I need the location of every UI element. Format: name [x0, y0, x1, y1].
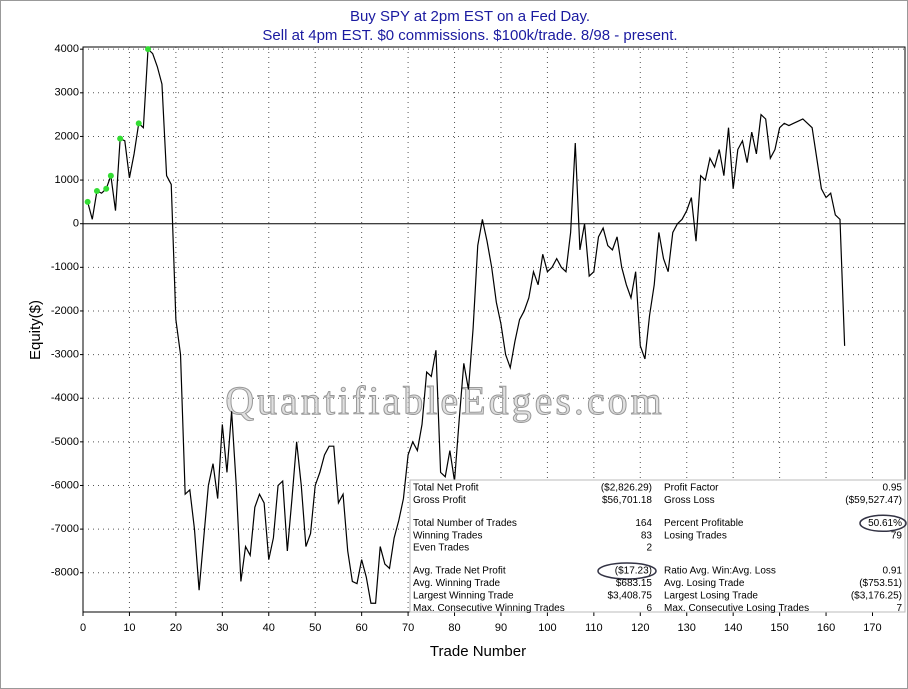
- x-tick-label: 30: [216, 622, 228, 634]
- y-tick-label: -4000: [51, 392, 79, 404]
- stats-cell: $3,408.75: [608, 590, 653, 601]
- stats-cell: Total Net Profit: [413, 483, 479, 494]
- stats-cell: Ratio Avg. Win:Avg. Loss: [664, 566, 776, 577]
- stats-cell: ($59,527.47): [845, 495, 902, 506]
- y-tick-label: 4000: [55, 43, 79, 55]
- y-tick-label: -8000: [51, 567, 79, 579]
- x-tick-label: 0: [80, 622, 86, 634]
- stats-cell: 164: [635, 518, 652, 529]
- stats-cell: Losing Trades: [664, 530, 727, 541]
- x-tick-label: 70: [402, 622, 414, 634]
- x-tick-label: 80: [448, 622, 460, 634]
- x-axis-label: Trade Number: [430, 643, 526, 660]
- stats-cell: ($2,826.29): [601, 483, 652, 494]
- stats-cell: $683.15: [616, 578, 653, 589]
- x-tick-label: 90: [495, 622, 507, 634]
- stats-cell: 0.91: [883, 566, 903, 577]
- x-tick-label: 130: [678, 622, 696, 634]
- stats-cell: 7: [896, 603, 902, 614]
- x-tick-label: 60: [356, 622, 368, 634]
- y-tick-label: 2000: [55, 130, 79, 142]
- stats-cell: 2: [646, 543, 652, 554]
- x-tick-label: 100: [538, 622, 556, 634]
- stats-cell: Even Trades: [413, 543, 469, 554]
- stats-cell: ($17.23): [615, 566, 652, 577]
- stats-cell: Gross Loss: [664, 495, 715, 506]
- y-tick-label: 1000: [55, 174, 79, 186]
- x-tick-label: 160: [817, 622, 835, 634]
- stats-cell: Gross Profit: [413, 495, 466, 506]
- new-high-marker: [117, 135, 124, 142]
- x-tick-label: 40: [263, 622, 275, 634]
- y-tick-label: 3000: [55, 87, 79, 99]
- new-high-marker: [93, 187, 100, 194]
- stats-cell: Profit Factor: [664, 483, 719, 494]
- y-axis-label: Equity($): [27, 300, 44, 360]
- chart-subtitle: Sell at 4pm EST. $0 commissions. $100k/t…: [262, 27, 677, 44]
- y-tick-label: 0: [73, 218, 79, 230]
- stats-cell: Percent Profitable: [664, 518, 744, 529]
- stats-cell: 83: [641, 530, 653, 541]
- x-tick-label: 120: [631, 622, 649, 634]
- stats-cell: 0.95: [883, 483, 903, 494]
- x-tick-label: 140: [724, 622, 742, 634]
- stats-table: [409, 479, 906, 613]
- x-tick-label: 150: [770, 622, 788, 634]
- highlight-circle: [597, 562, 657, 580]
- x-tick-label: 20: [170, 622, 182, 634]
- new-high-marker: [103, 185, 110, 192]
- stats-cell: Avg. Losing Trade: [664, 578, 745, 589]
- new-high-marker: [135, 120, 142, 127]
- stats-cell: Max. Consecutive Losing Trades: [664, 603, 809, 614]
- y-tick-label: -6000: [51, 479, 79, 491]
- new-high-marker: [84, 198, 91, 205]
- equity-line: [87, 47, 846, 604]
- watermark: QuantifiableEdges.com: [225, 378, 665, 423]
- stats-cell: Largest Winning Trade: [413, 590, 514, 601]
- stats-cell: $56,701.18: [602, 495, 652, 506]
- stats-cell: Largest Losing Trade: [664, 590, 758, 601]
- highlight-circle: [859, 514, 907, 533]
- stats-cell: 6: [646, 603, 652, 614]
- stats-cell: Winning Trades: [413, 530, 482, 541]
- stats-cell: ($753.51): [859, 578, 902, 589]
- y-tick-label: -1000: [51, 261, 79, 273]
- stats-cell: 50.61%: [868, 518, 902, 529]
- stats-cell: Avg. Winning Trade: [413, 578, 501, 589]
- y-tick-label: -2000: [51, 305, 79, 317]
- x-tick-label: 110: [585, 622, 603, 634]
- stats-cell: ($3,176.25): [851, 590, 902, 601]
- stats-cell: Max. Consecutive Winning Trades: [413, 603, 565, 614]
- x-tick-label: 50: [309, 622, 321, 634]
- new-high-marker: [107, 172, 114, 179]
- y-tick-label: -3000: [51, 348, 79, 360]
- x-tick-label: 170: [863, 622, 881, 634]
- chart-title: Buy SPY at 2pm EST on a Fed Day.: [350, 8, 590, 25]
- y-tick-label: -5000: [51, 436, 79, 448]
- new-high-marker: [145, 46, 152, 53]
- stats-cell: 79: [891, 530, 903, 541]
- x-tick-label: 10: [123, 622, 135, 634]
- stats-cell: Total Number of Trades: [413, 518, 517, 529]
- stats-cell: Avg. Trade Net Profit: [413, 566, 506, 577]
- y-tick-label: -7000: [51, 523, 79, 535]
